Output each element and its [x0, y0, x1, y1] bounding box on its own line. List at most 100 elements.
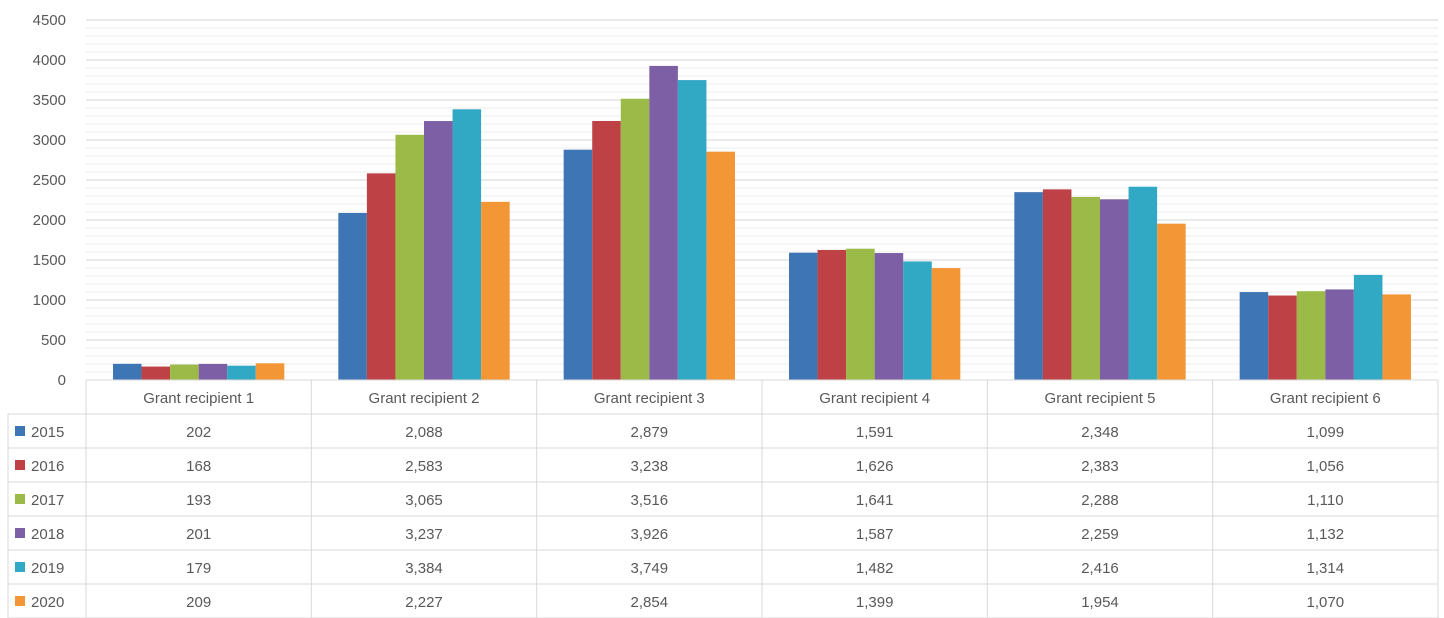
legend-label: 2018 — [31, 526, 64, 543]
legend-key-2018 — [15, 528, 25, 538]
legend-key-2016 — [15, 460, 25, 470]
legend-label: 2020 — [31, 594, 64, 611]
bar-2019-1 — [227, 365, 256, 380]
data-label: 193 — [186, 492, 211, 509]
data-label: 1,070 — [1307, 594, 1345, 611]
bar-2018-2 — [424, 121, 453, 380]
data-label: 2,288 — [1081, 492, 1119, 509]
y-tick-label: 0 — [58, 372, 66, 389]
data-label: 2,259 — [1081, 526, 1119, 543]
bar-2020-5 — [1157, 223, 1186, 380]
bar-2020-6 — [1382, 294, 1411, 380]
category-label: Grant recipient 1 — [143, 390, 254, 407]
data-label: 1,099 — [1307, 424, 1345, 441]
y-tick-label: 1500 — [33, 252, 66, 269]
legend-key-2019 — [15, 562, 25, 572]
bar-2016-1 — [141, 366, 171, 380]
bar-2018-4 — [874, 253, 904, 380]
bar-2019-2 — [452, 109, 482, 380]
data-label: 2,583 — [405, 458, 443, 475]
y-tick-label: 2500 — [33, 172, 66, 189]
data-label: 3,926 — [631, 526, 669, 543]
data-label: 168 — [186, 458, 211, 475]
bar-series-group — [113, 65, 1411, 381]
data-label: 1,591 — [856, 424, 894, 441]
bar-2020-3 — [706, 151, 735, 380]
category-label: Grant recipient 6 — [1270, 390, 1381, 407]
data-label: 3,749 — [631, 560, 669, 577]
data-label: 1,587 — [856, 526, 894, 543]
bar-2016-3 — [592, 120, 621, 381]
data-label: 1,626 — [856, 458, 894, 475]
bar-2017-1 — [170, 364, 199, 380]
y-tick-label: 3500 — [33, 92, 66, 109]
bar-2018-5 — [1100, 199, 1129, 380]
data-label: 1,954 — [1081, 594, 1119, 611]
bar-2019-5 — [1128, 186, 1158, 380]
bar-2015-6 — [1239, 292, 1269, 380]
bar-2019-3 — [677, 80, 707, 380]
y-tick-label: 2000 — [33, 212, 66, 229]
data-label: 2,348 — [1081, 424, 1119, 441]
category-label: Grant recipient 5 — [1045, 390, 1156, 407]
major-gridlines — [86, 19, 1438, 341]
legend-key-2015 — [15, 426, 25, 436]
category-label: Grant recipient 3 — [594, 390, 705, 407]
bar-2017-2 — [395, 134, 424, 380]
y-tick-label: 500 — [41, 332, 66, 349]
bar-2015-4 — [789, 252, 818, 380]
data-label: 1,641 — [856, 492, 894, 509]
legend-key-2020 — [15, 596, 25, 606]
data-table: Grant recipient 1 Grant recipient 2 Grant … — [7, 379, 1439, 618]
data-label: 1,110 — [1307, 492, 1343, 509]
legend-label: 2017 — [31, 492, 64, 509]
bar-2017-3 — [620, 98, 650, 380]
bar-2015-3 — [563, 149, 593, 380]
bar-2016-6 — [1268, 295, 1297, 380]
data-label: 209 — [186, 594, 211, 611]
legend-label: 2019 — [31, 560, 64, 577]
y-axis-tick-labels: 0 500 1000 1500 2000 2500 3000 3500 4000 4500 — [33, 12, 66, 389]
legend-key-2017 — [15, 494, 25, 504]
y-tick-label: 4000 — [33, 52, 66, 69]
bar-2017-5 — [1071, 196, 1100, 380]
data-label: 2,227 — [405, 594, 443, 611]
data-label: 2,383 — [1081, 458, 1119, 475]
bar-2015-2 — [338, 212, 367, 380]
data-label: 179 — [186, 560, 211, 577]
legend-label: 2015 — [31, 424, 64, 441]
bar-2018-1 — [198, 363, 228, 380]
bar-2019-6 — [1353, 274, 1383, 380]
data-label: 202 — [186, 424, 211, 441]
y-tick-label: 4500 — [33, 12, 66, 29]
bar-2020-1 — [255, 363, 285, 380]
data-label: 1,314 — [1307, 560, 1345, 577]
bar-2015-5 — [1014, 192, 1043, 380]
data-label: 2,854 — [631, 594, 669, 611]
data-label: 201 — [186, 526, 211, 543]
data-label: 3,238 — [631, 458, 669, 475]
data-label: 1,056 — [1307, 458, 1345, 475]
data-label: 3,516 — [631, 492, 669, 509]
category-label: Grant recipient 2 — [369, 390, 480, 407]
category-label: Grant recipient 4 — [819, 390, 930, 407]
y-tick-label: 1000 — [33, 292, 66, 309]
bar-2018-6 — [1325, 289, 1354, 380]
data-label: 2,416 — [1081, 560, 1119, 577]
bar-2016-5 — [1042, 189, 1072, 380]
bar-2018-3 — [649, 65, 678, 381]
bar-2019-4 — [903, 261, 932, 380]
data-label: 1,132 — [1307, 526, 1345, 543]
data-label: 2,088 — [405, 424, 443, 441]
legend-label: 2016 — [31, 458, 64, 475]
bar-2020-2 — [481, 201, 510, 380]
data-label: 3,065 — [405, 492, 443, 509]
y-tick-label: 3000 — [33, 132, 66, 149]
bar-2016-4 — [817, 249, 847, 380]
bar-2015-1 — [113, 363, 142, 380]
data-label: 1,399 — [856, 594, 894, 611]
data-label: 3,237 — [405, 526, 443, 543]
data-label: 2,879 — [631, 424, 669, 441]
data-label: 3,384 — [405, 560, 443, 577]
